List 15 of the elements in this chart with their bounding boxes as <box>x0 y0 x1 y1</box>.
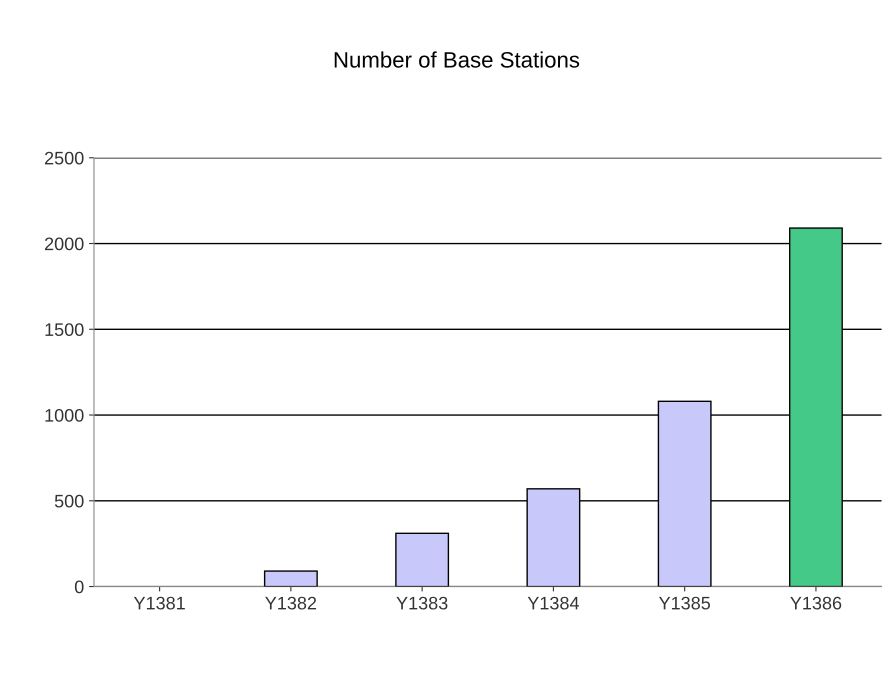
x-tick-label: Y1383 <box>396 596 448 610</box>
bar <box>395 532 450 587</box>
y-tick-label: 2000 <box>45 237 84 250</box>
x-tick-label: Y1385 <box>658 596 710 610</box>
y-tick-label: 500 <box>54 494 84 508</box>
x-tick-label: Y1382 <box>265 596 316 610</box>
x-tick-label: Y1381 <box>134 596 185 610</box>
x-tick-label: Y1384 <box>528 596 579 610</box>
y-tick-label: 2500 <box>45 152 84 164</box>
chart-title: Number of Base Stations <box>334 51 580 68</box>
bar <box>264 570 318 587</box>
y-tick-label: 1500 <box>45 323 84 336</box>
x-tick-label: Y1386 <box>790 596 842 610</box>
y-tick-label: 1000 <box>45 408 84 422</box>
y-tick-label: 0 <box>74 580 84 594</box>
